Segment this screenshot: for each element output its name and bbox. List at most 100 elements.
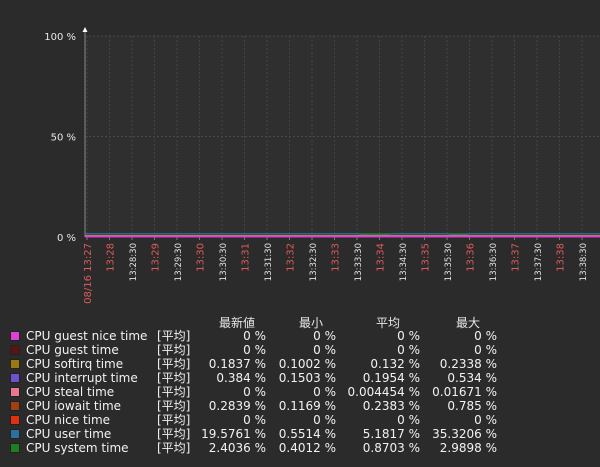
header-last: 最新値	[218, 316, 255, 330]
series-avg: 0 %	[397, 343, 420, 357]
x-tick-label: 13:38	[556, 243, 567, 272]
x-tick-label: 13:31:30	[264, 243, 274, 281]
header-avg: 平均	[375, 316, 400, 330]
legend-row: CPU nice time [平均] 0 % 0 % 0 % 0 %	[0, 413, 600, 427]
legend-row: CPU steal time [平均] 0 % 0 % 0.004454 % 0.0167…	[0, 385, 600, 399]
series-last: 0.384 %	[216, 371, 266, 385]
series-max: 0 %	[474, 343, 497, 357]
series-max: 0 %	[474, 413, 497, 427]
x-tick-label: 13:35:30	[444, 243, 454, 281]
legend-swatch	[10, 387, 20, 397]
x-tick-label: 13:36	[466, 243, 477, 272]
x-tick-label: 13:32:30	[309, 243, 319, 281]
series-last: 0.2839 %	[208, 399, 266, 413]
series-func: [平均]	[157, 427, 191, 441]
series-last: 0 %	[243, 385, 266, 399]
y-tick-label: 100 %	[44, 32, 76, 43]
legend-header: 最新値 最小 平均 最大	[0, 313, 600, 330]
series-max: 2.9898 %	[439, 441, 497, 455]
series-avg: 0.004454 %	[347, 385, 420, 399]
legend: 最新値 最小 平均 最大 CPU guest nice time [平均] 0 % 0…	[0, 313, 600, 455]
series-func: [平均]	[157, 385, 191, 399]
series-max: 0.01671 %	[432, 385, 497, 399]
x-tick-label: 13:33	[331, 243, 342, 272]
x-tick-label: 13:37:30	[534, 243, 544, 281]
x-tick-label: 13:37	[511, 243, 522, 272]
legend-swatch	[10, 373, 20, 383]
x-tick-label: 13:33:30	[354, 243, 364, 281]
x-tick-label: 13:38:30	[579, 243, 589, 281]
legend-swatch	[10, 415, 20, 425]
series-name: CPU user time	[26, 427, 112, 441]
series-avg: 0.1954 %	[362, 371, 420, 385]
legend-row: CPU softirq time [平均] 0.1837 % 0.1002 % 0.13…	[0, 357, 600, 371]
series-min: 0.5514 %	[278, 427, 336, 441]
series-min: 0.1503 %	[278, 371, 336, 385]
series-max: 0.534 %	[447, 371, 497, 385]
legend-row: CPU interrupt time [平均] 0.384 % 0.1503 % 0.1…	[0, 371, 600, 385]
series-last: 0 %	[243, 413, 266, 427]
series-name: CPU guest time	[26, 343, 119, 357]
legend-swatch	[10, 401, 20, 411]
legend-swatch	[10, 345, 20, 355]
x-tick-label: 13:30:30	[219, 243, 229, 281]
series-func: [平均]	[157, 357, 191, 371]
header-max: 最大	[455, 316, 480, 330]
header-min: 最小	[298, 316, 323, 330]
legend-row: CPU iowait time [平均] 0.2839 % 0.1169 % 0.238…	[0, 399, 600, 413]
series-min: 0 %	[313, 385, 336, 399]
series-name: CPU system time	[26, 441, 129, 455]
series-last: 2.4036 %	[208, 441, 266, 455]
series-max: 35.3206 %	[432, 427, 497, 441]
x-tick-label: 13:34:30	[399, 243, 409, 281]
series-min: 0.1002 %	[278, 357, 336, 371]
y-axis-arrow	[82, 27, 88, 32]
legend-swatch	[10, 429, 20, 439]
series-func: [平均]	[157, 441, 191, 455]
x-tick-label: 08/16 13:27	[83, 243, 94, 304]
series-func: [平均]	[157, 329, 191, 343]
x-tick-label: 13:29	[151, 243, 162, 272]
legend-swatch	[10, 331, 20, 341]
legend-swatch	[10, 359, 20, 369]
series-avg: 0.2383 %	[362, 399, 420, 413]
series-name: CPU guest nice time	[26, 329, 148, 343]
series-name: CPU steal time	[26, 385, 115, 399]
legend-row: CPU guest time [平均] 0 % 0 % 0 % 0 %	[0, 343, 600, 357]
series-last: 0 %	[243, 343, 266, 357]
legend-swatch	[10, 443, 20, 453]
series-last: 0.1837 %	[208, 357, 266, 371]
series-func: [平均]	[157, 399, 191, 413]
series-min: 0 %	[313, 329, 336, 343]
series-avg: 0 %	[397, 329, 420, 343]
series-func: [平均]	[157, 413, 191, 427]
y-tick-label: 0 %	[57, 233, 76, 244]
series-min: 0 %	[313, 343, 336, 357]
series-avg: 0.8703 %	[362, 441, 420, 455]
legend-row: CPU system time [平均] 2.4036 % 0.4012 % 0.870…	[0, 441, 600, 455]
series-last: 19.5761 %	[201, 427, 266, 441]
x-tick-label: 13:34	[376, 243, 387, 272]
x-tick-label: 13:28	[106, 243, 117, 272]
series-name: CPU nice time	[26, 413, 111, 427]
series-min: 0 %	[313, 413, 336, 427]
x-tick-label: 13:35	[421, 243, 432, 272]
series-func: [平均]	[157, 371, 191, 385]
series-avg: 0.132 %	[370, 357, 420, 371]
x-tick-label: 13:36:30	[489, 243, 499, 281]
y-tick-label: 50 %	[51, 133, 76, 144]
series-name: CPU iowait time	[26, 399, 122, 413]
series-avg: 0 %	[397, 413, 420, 427]
series-avg: 5.1817 %	[362, 427, 420, 441]
series-min: 0.1169 %	[278, 399, 336, 413]
series-max: 0.2338 %	[439, 357, 497, 371]
x-tick-label: 13:32	[286, 243, 297, 272]
series-line	[85, 233, 600, 236]
series-last: 0 %	[243, 329, 266, 343]
series-max: 0.785 %	[447, 399, 497, 413]
series-min: 0.4012 %	[278, 441, 336, 455]
x-tick-label: 13:30	[196, 243, 207, 272]
legend-row: CPU guest nice time [平均] 0 % 0 % 0 % 0 %	[0, 329, 600, 343]
x-tick-label: 13:28:30	[129, 243, 139, 281]
x-tick-label: 13:31	[241, 243, 252, 272]
